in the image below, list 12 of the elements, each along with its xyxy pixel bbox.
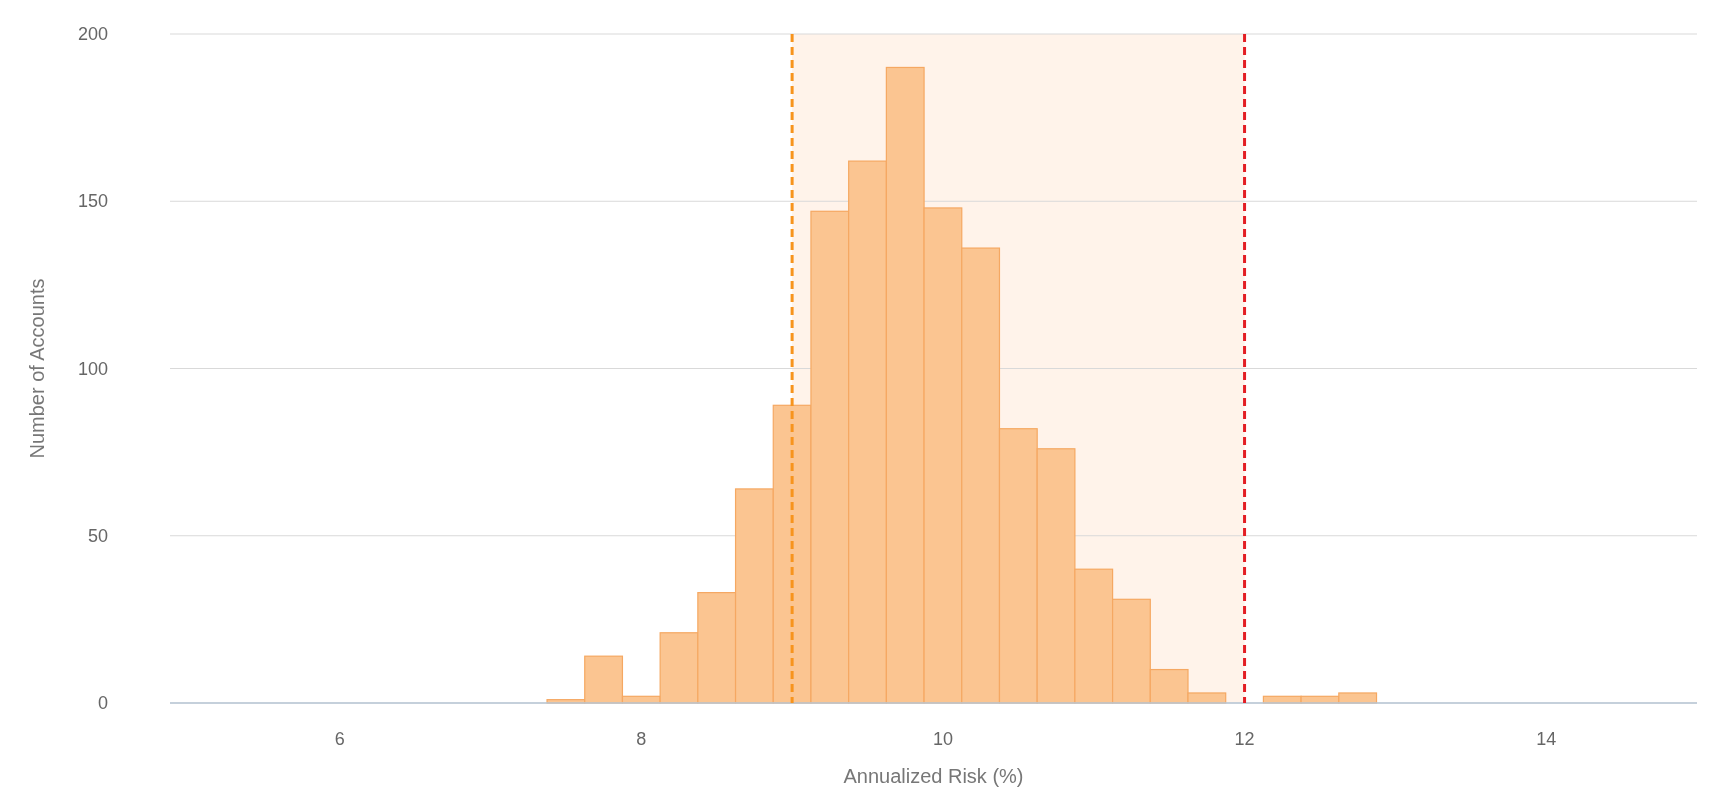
x-tick-label: 14	[1536, 729, 1557, 749]
y-tick-label: 100	[77, 358, 108, 379]
x-tick-label: 10	[932, 729, 953, 749]
y-axis-title: Number of Accounts	[26, 278, 48, 459]
y-tick-label: 150	[77, 191, 108, 212]
x-tick-label: 8	[636, 729, 647, 749]
x-tick-label: 6	[334, 729, 345, 749]
x-axis-title: Annualized Risk (%)	[843, 765, 1024, 787]
y-tick-label: 50	[87, 525, 108, 546]
y-tick-label: 200	[77, 24, 108, 44]
y-tick-label: 0	[97, 693, 108, 713]
x-tick-label: 12	[1234, 729, 1255, 749]
